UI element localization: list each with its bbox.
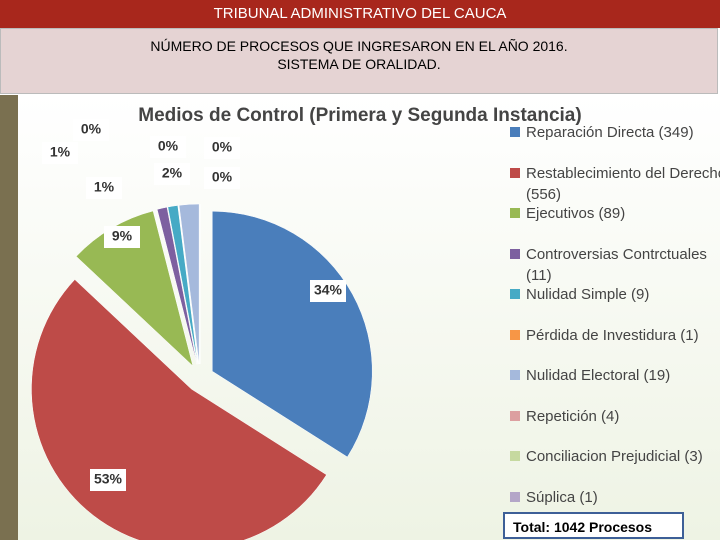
legend-entry: Nulidad Simple (9) <box>510 284 720 305</box>
subtitle: NÚMERO DE PROCESOS QUE INGRESARON EN EL … <box>0 28 718 94</box>
data-label: 9% <box>112 228 133 244</box>
legend-label: Pérdida de Investidura (1) <box>526 326 699 344</box>
legend-label: Conciliacion Prejudicial (3) <box>526 448 703 465</box>
legend-entry: Nulidad Electoral (19) <box>510 365 720 386</box>
pie-slice <box>156 206 198 365</box>
legend-label: Repetición (4) <box>526 407 620 425</box>
legend-swatch <box>510 491 520 502</box>
data-label: 2% <box>162 165 183 181</box>
legend-label: Restablecimiento del Derecho (556) <box>526 164 720 203</box>
data-label: 1% <box>50 144 71 160</box>
label-box <box>204 167 240 189</box>
legend-label: Nulidad Electoral (19) <box>526 367 671 384</box>
legend-swatch <box>510 208 520 218</box>
legend-swatch <box>510 248 520 259</box>
legend-entry: Súplica (1) <box>510 487 720 508</box>
banner-title: TRIBUNAL ADMINISTRATIVO DEL CAUCA <box>0 0 720 28</box>
legend-label: Controversias Contrctuales (11) <box>526 245 707 284</box>
legend-entry: Restablecimiento del Derecho (556) <box>510 163 720 205</box>
label-box <box>104 226 140 248</box>
pie-slice <box>212 211 373 458</box>
data-label: 34% <box>314 282 343 298</box>
pie-slice <box>178 203 200 365</box>
label-box <box>204 137 240 159</box>
data-label: 53% <box>94 471 123 487</box>
legend-entry: Reparación Directa (349) <box>510 122 720 143</box>
legend-entry: Controversias Contrctuales (11) <box>510 244 720 286</box>
data-label: 0% <box>212 169 233 185</box>
label-box <box>42 142 78 164</box>
subtitle-line: SISTEMA DE ORALIDAD. <box>277 56 441 72</box>
legend-label: Nulidad Simple (9) <box>526 286 650 303</box>
label-box <box>150 136 186 158</box>
pie-slice <box>167 205 199 365</box>
subtitle-line: NÚMERO DE PROCESOS QUE INGRESARON EN EL … <box>150 38 568 54</box>
legend-entry: Pérdida de Investidura (1) <box>510 325 720 346</box>
data-label: 1% <box>94 179 115 195</box>
label-box <box>310 280 346 302</box>
data-label: 0% <box>212 139 233 155</box>
legend-swatch <box>510 370 520 380</box>
side-strip <box>0 95 18 540</box>
data-label: 0% <box>81 121 102 137</box>
data-label: 0% <box>158 138 179 154</box>
label-box <box>86 177 122 199</box>
legend-swatch <box>510 289 520 299</box>
legend-entry: Repetición (4) <box>510 406 720 427</box>
legend-swatch <box>510 451 520 461</box>
legend-swatch <box>510 329 520 340</box>
legend-swatch <box>510 127 520 137</box>
legend-swatch <box>510 167 520 178</box>
legend-label: Súplica (1) <box>526 488 598 506</box>
chart-title: Medios de Control (Primera y Segunda Ins… <box>138 105 581 126</box>
legend-entry: Conciliacion Prejudicial (3) <box>510 446 720 467</box>
label-box <box>73 119 109 141</box>
label-box <box>154 163 190 185</box>
legend-swatch <box>510 410 520 421</box>
legend-entry: Ejecutivos (89) <box>510 203 720 224</box>
legend-label: Ejecutivos (89) <box>526 205 626 222</box>
total-box: Total: 1042 Procesos <box>503 512 684 539</box>
label-box <box>90 469 126 491</box>
legend-label: Reparación Directa (349) <box>526 124 694 141</box>
